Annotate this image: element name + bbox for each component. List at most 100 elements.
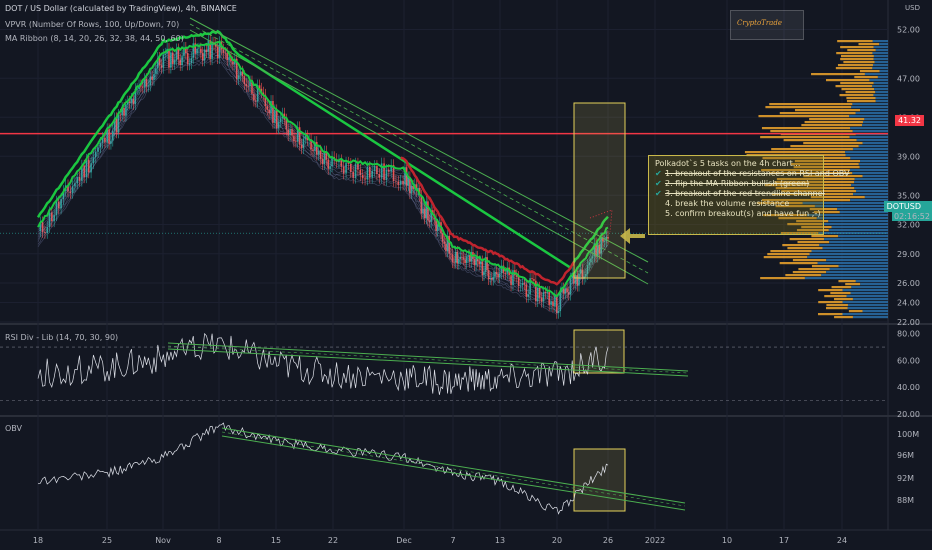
candle-body	[112, 130, 114, 141]
candle-body	[498, 273, 501, 278]
candle-body	[211, 42, 213, 60]
vpvr-bar-down	[872, 64, 888, 67]
candle-body	[342, 166, 345, 174]
vpvr-bar-up	[801, 124, 863, 127]
candle-body	[254, 100, 257, 102]
check-icon: ✔	[655, 189, 662, 198]
vpvr-bar-up	[782, 244, 820, 247]
candle-body	[432, 210, 434, 215]
candle-body	[97, 147, 99, 152]
vpvr-bar-down	[872, 52, 888, 55]
vpvr-bar-up	[767, 253, 810, 256]
candle-body	[173, 59, 176, 64]
vpvr-legend[interactable]: VPVR (Number Of Rows, 100, Up/Down, 70)	[5, 20, 180, 29]
vpvr-bar-down	[822, 247, 888, 250]
candle-body	[489, 277, 492, 280]
vpvr-bar-up	[771, 193, 854, 196]
candle-body	[117, 114, 120, 133]
note-title: Polkadot`s 5 tasks on the 4h chart...	[655, 159, 801, 168]
candle-body	[475, 256, 477, 266]
candle-body	[74, 183, 76, 187]
vpvr-bar-up	[764, 184, 852, 187]
vpvr-bar-up	[810, 196, 865, 199]
vpvr-bar-up	[775, 187, 855, 190]
vpvr-bar-down	[879, 70, 888, 73]
candle-body	[364, 178, 366, 180]
ma-ribbon-legend[interactable]: MA Ribbon (8, 14, 20, 26, 32, 38, 44, 50…	[5, 34, 184, 43]
obv-legend[interactable]: OBV	[5, 424, 23, 433]
candle-body	[158, 57, 161, 66]
candle-body	[119, 114, 122, 116]
candle-body	[492, 276, 495, 280]
vpvr-bar-up	[763, 256, 808, 259]
vpvr-bar-down	[862, 142, 888, 145]
candle-body	[314, 141, 316, 151]
vpvr-bar-up	[811, 73, 865, 76]
vpvr-bar-down	[862, 175, 888, 178]
vpvr-bar-down	[856, 139, 888, 142]
vpvr-bar-up	[761, 169, 850, 172]
ma-ribbon-line	[37, 57, 609, 314]
candle-body	[407, 177, 410, 186]
candle-body	[130, 98, 133, 103]
candle-body	[548, 292, 550, 305]
currency-label[interactable]: USD	[905, 4, 920, 12]
vpvr-bar-up	[834, 316, 853, 319]
vpvr-bar-down	[838, 235, 888, 238]
candle-body	[445, 243, 447, 252]
time-label: 2022	[645, 536, 665, 545]
candle-body	[302, 138, 305, 149]
time-label: 7	[450, 536, 455, 545]
candle-body	[295, 141, 297, 142]
vpvr-bar-down	[839, 211, 888, 214]
note-item-1: ✔ 1. breakout of the resistances on RSI a…	[655, 169, 850, 179]
candle-body	[450, 253, 452, 255]
vpvr-bar-down	[869, 79, 888, 82]
candle-body	[134, 89, 137, 105]
candle-body	[293, 135, 295, 142]
rsi-legend[interactable]: RSI Div - Lib (14, 70, 30, 90)	[5, 333, 119, 342]
candle-body	[585, 274, 587, 277]
vpvr-bar-down	[846, 295, 888, 298]
candle-body	[67, 185, 69, 192]
candle-body	[578, 273, 580, 286]
annotation-note[interactable]: Polkadot`s 5 tasks on the 4h chart... ✔ 1…	[648, 155, 850, 235]
vpvr-bar-up	[803, 175, 863, 178]
price-label: 52.00	[897, 26, 920, 35]
symbol-title[interactable]: DOT / US Dollar (calculated by TradingVi…	[5, 4, 237, 13]
note-item-3: ✔ 3. breakout of the red trendline channe…	[655, 189, 825, 199]
candle-body	[345, 162, 347, 174]
candle-body	[203, 49, 206, 61]
candle-body	[209, 40, 211, 60]
vpvr-bar-down	[822, 223, 888, 226]
price-label: 22.00	[897, 318, 920, 327]
candle-body	[581, 269, 584, 279]
candle-body	[361, 175, 364, 179]
vpvr-bar-down	[818, 232, 888, 235]
vpvr-bar-up	[830, 292, 851, 295]
vpvr-bar-down	[828, 229, 888, 232]
vpvr-bar-up	[845, 91, 876, 94]
candle-body	[588, 262, 591, 266]
candle-body	[175, 49, 178, 60]
ma-ribbon-line	[37, 45, 609, 301]
vpvr-bar-up	[762, 157, 851, 160]
candle-body	[506, 267, 509, 274]
candle-body	[517, 276, 520, 286]
candle-body	[376, 166, 378, 175]
candle-body	[352, 171, 354, 178]
vpvr-bar-down	[875, 100, 888, 103]
vpvr-bar-up	[760, 277, 805, 280]
candle-body	[249, 81, 251, 87]
vpvr-bar-up	[796, 229, 829, 232]
vpvr-bar-up	[798, 268, 830, 271]
vpvr-bar-down	[874, 88, 888, 91]
price-label: 47.00	[897, 74, 920, 83]
candle-body	[564, 288, 567, 294]
candle-body	[106, 129, 108, 143]
candle-body	[579, 269, 582, 274]
candle-body	[245, 84, 248, 87]
vpvr-bar-down	[850, 157, 888, 160]
obv-trendline-mid	[221, 431, 686, 507]
